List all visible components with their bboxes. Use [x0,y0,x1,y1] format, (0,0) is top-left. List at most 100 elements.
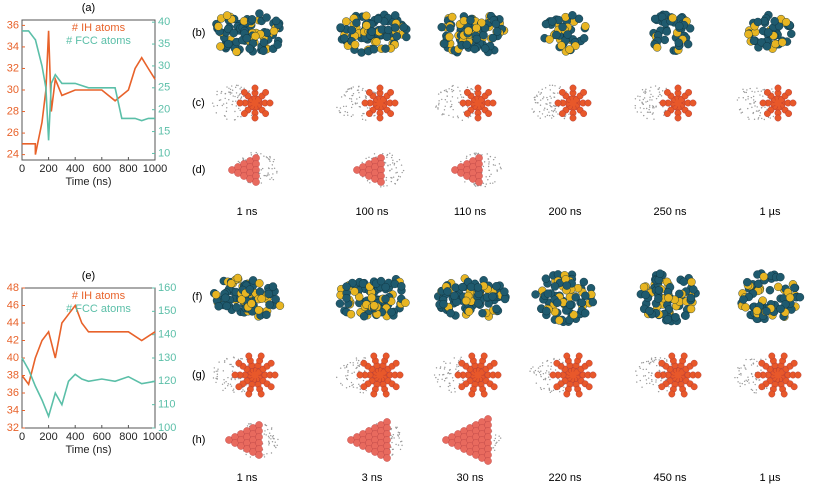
atom [489,292,497,300]
dot [266,425,267,426]
dot [487,158,488,159]
atom [753,307,761,315]
dot [383,185,384,186]
dot [474,183,475,184]
dot [744,365,745,366]
atom [754,18,762,26]
dot [470,116,471,117]
dot [445,106,446,107]
dot [540,387,541,388]
fcc-atom [252,178,259,185]
dot [356,98,357,99]
dot [546,370,547,371]
dot [659,87,660,88]
dot [336,107,337,108]
ih-atom [795,372,801,378]
dot [495,438,496,439]
dot [352,362,353,363]
dot [469,154,470,155]
dot [740,374,741,375]
dot [460,161,461,162]
dot [216,91,217,92]
atom [402,33,410,41]
dot [362,119,363,120]
dot [355,368,356,369]
dot [262,168,263,169]
dot [739,383,740,384]
ih-atom [691,360,697,366]
dot [275,447,276,448]
dot [342,384,343,385]
atom [764,28,772,36]
dot [397,434,398,435]
dot [539,93,540,94]
dot [222,384,223,385]
dot [391,438,392,439]
dot [545,87,546,88]
dot [240,87,241,88]
atom [640,283,648,291]
dot [747,117,748,118]
ih-atom [669,391,675,397]
dot [463,97,464,98]
dot [269,179,270,180]
dot [755,101,756,102]
dot [550,102,551,103]
dot [746,89,747,90]
dot [273,179,274,180]
time-label: 250 ns [653,206,687,218]
time-label: 220 ns [548,472,582,484]
y-tick-label: 34 [7,41,19,53]
dot [755,378,756,379]
dot [242,358,243,359]
dot [659,370,660,371]
atom [270,27,278,35]
dot [737,99,738,100]
dot [220,93,221,94]
dot [340,107,341,108]
atom [374,15,382,23]
dot [448,386,449,387]
dot [550,368,551,369]
dot [246,384,247,385]
time-label: 30 ns [457,472,484,484]
dot [749,88,750,89]
dot [655,359,656,360]
panel-label: (h) [192,434,205,446]
dot [248,423,249,424]
dot [759,110,760,111]
y-tick-label: 28 [7,105,19,117]
dot [658,391,659,392]
dot [347,375,348,376]
dot [347,364,348,365]
dot [655,357,656,358]
dot [336,377,337,378]
dot [541,92,542,93]
ih-atom [455,372,461,378]
atom [343,294,351,302]
atom [343,283,351,291]
dot [666,88,667,89]
ih-atom [791,384,797,390]
atom [265,301,273,309]
atom [739,296,747,304]
dot [401,172,402,173]
y-tick-label: 24 [7,149,19,161]
dot [233,95,234,96]
y2-tick-label: 30 [158,60,170,72]
dot [445,99,446,100]
dot [641,387,642,388]
dot [740,112,741,113]
dot [536,374,537,375]
y-tick-label: 38 [7,369,19,381]
ih-atom [252,100,259,107]
ih-atom [464,89,470,95]
dot [234,119,235,120]
dot [771,88,772,89]
dot [537,102,538,103]
atom [653,43,661,51]
dot [239,94,240,95]
ih-atom [759,360,765,366]
atom [766,286,774,294]
dot [368,157,369,158]
